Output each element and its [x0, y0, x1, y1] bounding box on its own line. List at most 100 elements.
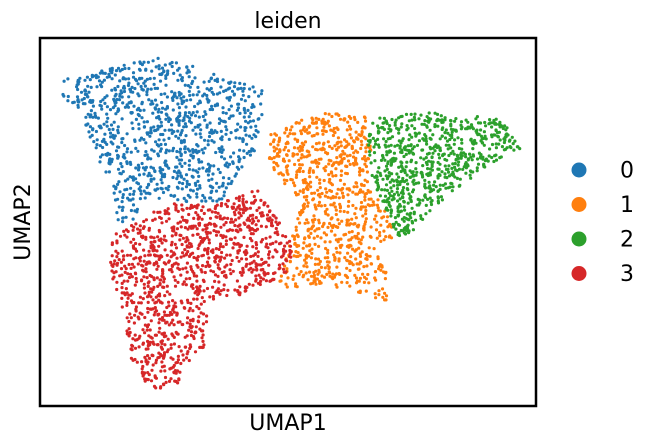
- scatter-point-3: [116, 251, 120, 255]
- scatter-point-0: [138, 68, 142, 72]
- scatter-point-1: [324, 233, 329, 237]
- scatter-point-3: [184, 253, 188, 257]
- scatter-point-0: [149, 165, 153, 169]
- scatter-point-3: [138, 228, 142, 232]
- scatter-point-1: [304, 198, 309, 202]
- scatter-point-2: [405, 187, 409, 191]
- scatter-point-0: [131, 75, 136, 79]
- scatter-point-2: [397, 223, 402, 227]
- scatter-point-2: [494, 158, 499, 162]
- scatter-point-2: [461, 167, 465, 171]
- scatter-point-0: [120, 117, 124, 121]
- scatter-point-1: [357, 223, 361, 227]
- scatter-point-3: [267, 263, 271, 267]
- scatter-point-3: [157, 244, 161, 248]
- scatter-point-0: [195, 93, 199, 97]
- scatter-point-3: [170, 332, 174, 336]
- scatter-point-3: [201, 228, 205, 232]
- scatter-point-2: [444, 186, 448, 190]
- scatter-point-1: [325, 207, 329, 211]
- scatter-point-0: [174, 134, 178, 138]
- scatter-point-1: [319, 236, 323, 240]
- scatter-point-1: [307, 125, 311, 129]
- scatter-point-3: [146, 284, 150, 288]
- scatter-point-2: [383, 169, 387, 173]
- scatter-point-3: [172, 342, 176, 346]
- scatter-point-3: [193, 291, 197, 295]
- scatter-point-3: [127, 327, 131, 331]
- scatter-point-2: [400, 161, 404, 165]
- scatter-point-3: [236, 205, 240, 209]
- scatter-point-2: [378, 194, 382, 198]
- scatter-point-2: [468, 152, 472, 156]
- scatter-point-3: [124, 267, 128, 271]
- scatter-point-0: [84, 115, 88, 119]
- scatter-point-3: [167, 313, 171, 317]
- scatter-point-2: [443, 131, 447, 135]
- scatter-point-3: [219, 233, 223, 237]
- scatter-point-0: [154, 188, 158, 192]
- scatter-point-0: [184, 185, 189, 189]
- scatter-point-0: [163, 63, 167, 67]
- scatter-point-3: [200, 336, 204, 340]
- scatter-point-0: [237, 158, 241, 162]
- scatter-point-1: [376, 206, 380, 210]
- scatter-point-0: [239, 97, 244, 101]
- scatter-point-2: [451, 185, 455, 189]
- scatter-point-3: [133, 346, 138, 350]
- scatter-point-3: [176, 280, 180, 284]
- scatter-point-0: [214, 189, 219, 193]
- scatter-point-3: [161, 382, 166, 386]
- scatter-point-3: [171, 299, 175, 303]
- scatter-point-3: [188, 306, 192, 310]
- scatter-point-2: [419, 214, 423, 218]
- scatter-point-1: [286, 134, 290, 138]
- scatter-point-0: [129, 186, 133, 190]
- scatter-point-0: [221, 106, 225, 110]
- scatter-point-1: [322, 178, 326, 183]
- scatter-point-3: [274, 240, 278, 244]
- scatter-point-0: [182, 116, 186, 120]
- scatter-point-2: [376, 170, 380, 174]
- scatter-point-1: [312, 191, 317, 195]
- scatter-point-2: [442, 152, 446, 156]
- scatter-point-0: [112, 97, 116, 101]
- scatter-point-3: [191, 309, 195, 313]
- scatter-point-3: [143, 291, 147, 295]
- scatter-point-1: [298, 169, 302, 174]
- scatter-point-0: [177, 93, 182, 97]
- scatter-point-0: [98, 160, 102, 164]
- scatter-point-1: [308, 175, 312, 179]
- scatter-point-1: [354, 216, 358, 220]
- scatter-point-0: [145, 77, 149, 81]
- scatter-point-1: [303, 221, 307, 225]
- scatter-point-2: [422, 122, 426, 126]
- scatter-point-0: [86, 95, 90, 99]
- scatter-point-0: [132, 61, 136, 65]
- scatter-point-0: [139, 192, 143, 196]
- scatter-point-3: [125, 235, 129, 239]
- scatter-point-0: [243, 128, 247, 133]
- scatter-point-3: [124, 228, 129, 232]
- scatter-point-3: [256, 263, 260, 267]
- scatter-point-0: [195, 110, 199, 114]
- scatter-point-3: [143, 315, 147, 320]
- scatter-point-1: [317, 227, 321, 231]
- scatter-point-3: [207, 241, 211, 245]
- scatter-point-2: [469, 170, 473, 174]
- scatter-point-2: [380, 188, 384, 192]
- scatter-point-0: [107, 161, 111, 165]
- scatter-point-0: [142, 138, 146, 142]
- scatter-point-1: [307, 150, 311, 154]
- scatter-point-2: [500, 145, 504, 149]
- scatter-point-1: [363, 198, 367, 202]
- scatter-point-0: [150, 148, 154, 152]
- scatter-point-1: [323, 240, 327, 244]
- scatter-point-3: [135, 338, 139, 342]
- scatter-point-2: [389, 194, 393, 198]
- scatter-point-1: [384, 235, 388, 239]
- scatter-point-3: [215, 289, 219, 293]
- scatter-point-1: [339, 159, 343, 164]
- scatter-point-0: [103, 96, 107, 100]
- scatter-point-1: [307, 244, 311, 248]
